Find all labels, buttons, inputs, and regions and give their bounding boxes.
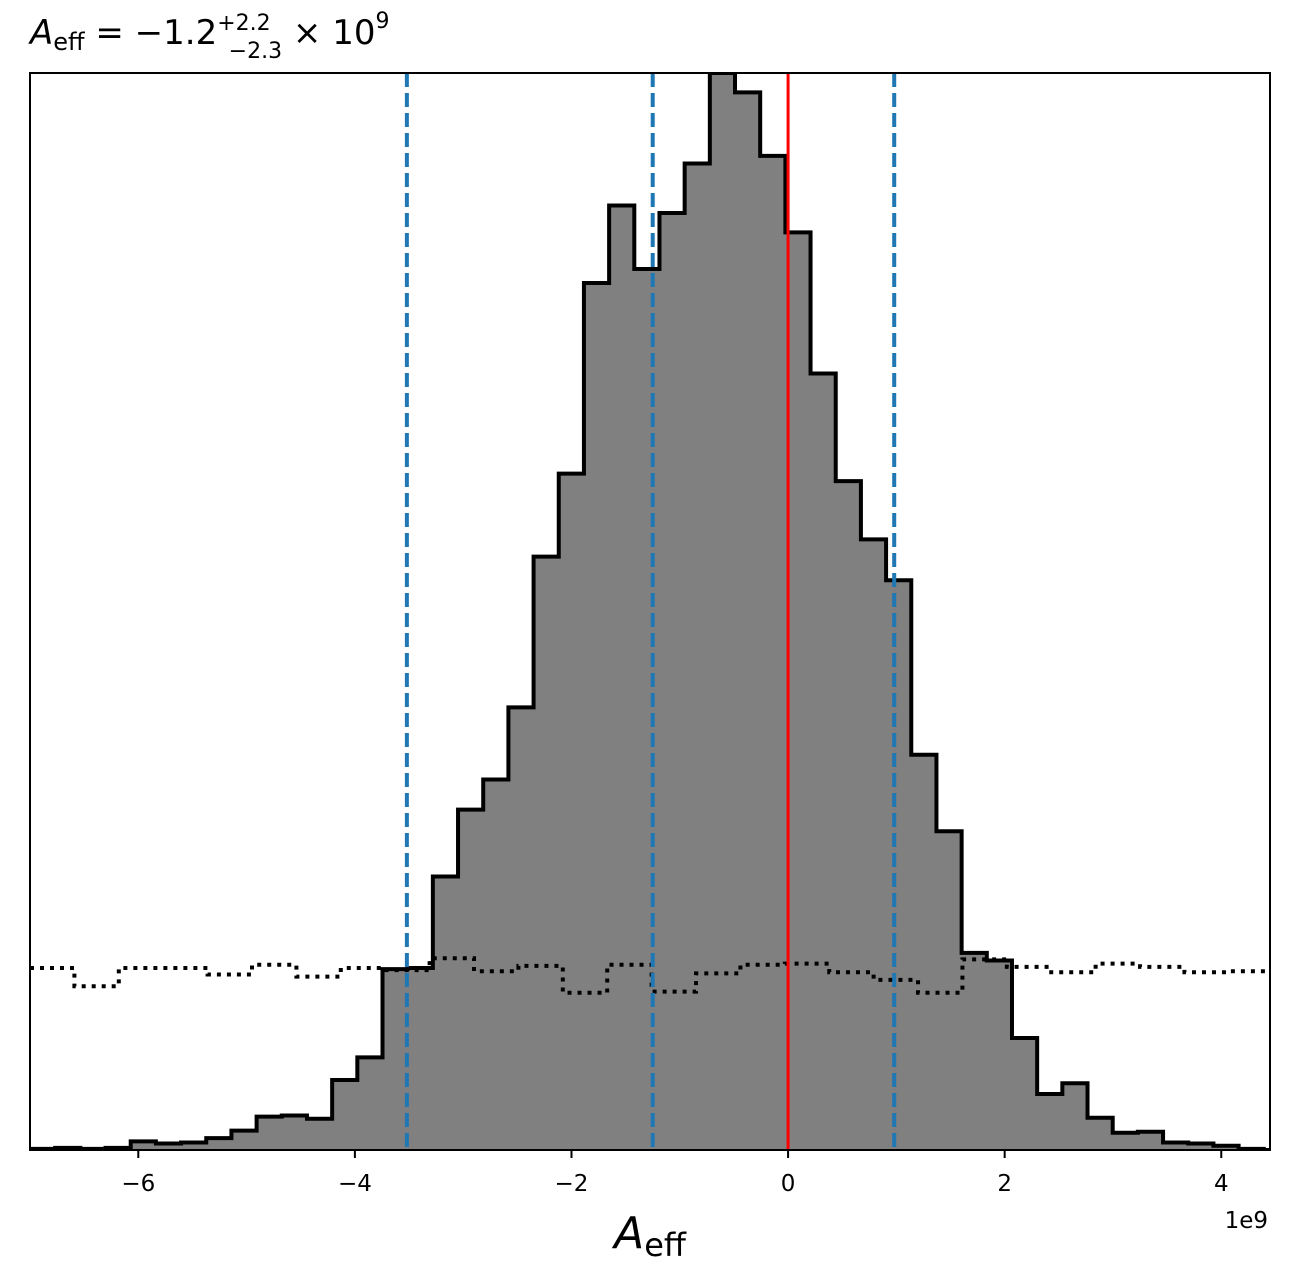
x-tick-label: 2 <box>997 1171 1012 1197</box>
posterior-bar <box>181 1142 207 1150</box>
posterior-bar <box>332 1079 358 1150</box>
x-offset-text: 1e9 <box>1225 1208 1268 1234</box>
posterior-bar <box>306 1118 333 1150</box>
posterior-bar <box>1188 1143 1214 1150</box>
posterior-bar <box>1163 1142 1189 1150</box>
posterior-bar <box>583 283 610 1150</box>
x-tick-label: 0 <box>781 1171 796 1197</box>
prior-step-line <box>30 956 1270 995</box>
posterior-bar <box>609 205 635 1150</box>
posterior-bar <box>1137 1131 1164 1150</box>
posterior-bar <box>986 960 1013 1150</box>
x-tick-label: −6 <box>121 1171 155 1197</box>
posterior-bar <box>1062 1083 1089 1150</box>
posterior-bar <box>432 876 459 1150</box>
posterior-bar <box>886 580 912 1150</box>
posterior-bar <box>206 1138 232 1150</box>
posterior-bar <box>735 92 761 1150</box>
posterior-bar <box>835 481 862 1150</box>
posterior-bar <box>1112 1132 1139 1150</box>
posterior-bar <box>785 232 812 1150</box>
plot-area <box>30 73 1270 1150</box>
chart-title: Aeff = −1.2+2.2 −2.3 × 109 <box>28 9 389 64</box>
posterior-bar <box>357 1057 384 1150</box>
posterior-bar <box>155 1143 182 1150</box>
posterior-bar <box>659 213 686 1150</box>
posterior-bar <box>936 831 963 1150</box>
posterior-bar <box>760 155 786 1150</box>
posterior-bar <box>130 1141 157 1150</box>
x-tick-label: −4 <box>338 1171 372 1197</box>
posterior-bar <box>810 373 837 1150</box>
plot-frame <box>29 72 1271 1151</box>
posterior-step-outline <box>30 73 1270 1150</box>
posterior-bar <box>281 1115 308 1150</box>
posterior-bar <box>860 539 887 1150</box>
posterior-bar <box>1213 1145 1240 1150</box>
posterior-bar <box>231 1130 258 1150</box>
posterior-bar <box>1011 1037 1038 1150</box>
posterior-bar <box>533 556 560 1150</box>
posterior-bar <box>634 269 660 1150</box>
posterior-bar <box>407 967 434 1150</box>
posterior-bar <box>684 163 711 1150</box>
posterior-bar <box>458 809 484 1150</box>
posterior-bar <box>1037 1093 1063 1150</box>
posterior-bar <box>382 969 409 1150</box>
posterior-bar <box>911 754 937 1150</box>
posterior-bar <box>508 707 535 1150</box>
posterior-bar <box>483 779 509 1150</box>
x-axis-label: Aeff <box>611 1208 687 1264</box>
x-tick-label: −2 <box>555 1171 589 1197</box>
posterior-bar <box>558 473 585 1150</box>
x-tick-label: 4 <box>1214 1171 1229 1197</box>
posterior-bar <box>961 952 988 1150</box>
x-axis: −6 −4 −2 0 2 4 <box>121 1150 1229 1197</box>
posterior-bar <box>709 73 736 1150</box>
posterior-bar <box>1087 1117 1114 1150</box>
posterior-bar <box>256 1116 283 1150</box>
